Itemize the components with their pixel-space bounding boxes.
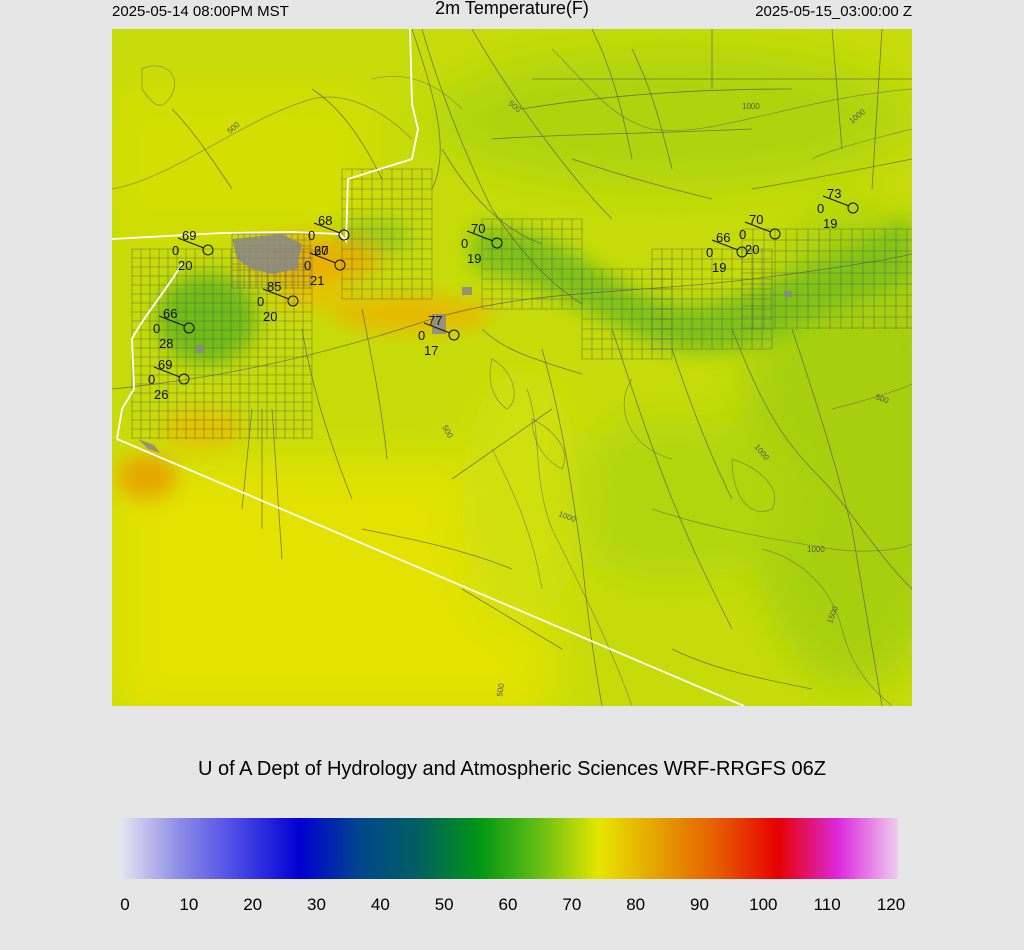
station-wind-speed: 0 bbox=[308, 228, 315, 243]
colorbar-tick-label: 80 bbox=[626, 895, 646, 914]
station-dewpoint: 28 bbox=[159, 336, 173, 351]
station-wind-speed: 0 bbox=[739, 227, 746, 242]
terrain-contours bbox=[112, 48, 912, 706]
wind-barb bbox=[158, 315, 186, 327]
station-temperature: 69 bbox=[158, 357, 172, 372]
colorbar-tick-labels: 0 10 20 30 40 50 60 70 80 90 100 110 120 bbox=[0, 895, 1024, 919]
station-dewpoint: 26 bbox=[154, 387, 168, 402]
model-credit: U of A Dept of Hydrology and Atmospheric… bbox=[197, 758, 827, 780]
station-dewpoint: 20 bbox=[745, 242, 759, 257]
station-dewpoint: 20 bbox=[263, 309, 277, 324]
station-dewpoint: 19 bbox=[712, 260, 726, 275]
station-temperature: 67 bbox=[314, 243, 328, 258]
station-wind-speed: 0 bbox=[304, 258, 311, 273]
station-wind-speed: 0 bbox=[461, 236, 468, 251]
station-circle bbox=[202, 244, 214, 256]
station-wind-speed: 0 bbox=[153, 321, 160, 336]
wind-barb bbox=[466, 230, 494, 242]
station-wind-speed: 0 bbox=[418, 328, 425, 343]
temperature-colorbar bbox=[120, 818, 898, 879]
station-dewpoint: 19 bbox=[467, 251, 481, 266]
station-dewpoint: 21 bbox=[310, 273, 324, 288]
station-circle bbox=[338, 229, 350, 241]
colorbar-tick-label: 110 bbox=[813, 895, 841, 914]
station-dewpoint: 20 bbox=[178, 258, 192, 273]
station-temperature: 69 bbox=[182, 228, 196, 243]
station-circle bbox=[287, 295, 299, 307]
station-plots: 6902068020670218502066028690267701770019… bbox=[148, 186, 859, 402]
station-circle bbox=[491, 237, 503, 249]
wind-barb bbox=[423, 322, 451, 334]
contour-label: 1000 bbox=[807, 545, 825, 554]
colorbar-tick-label: 90 bbox=[690, 895, 709, 914]
wind-barb bbox=[153, 366, 181, 378]
colorbar-tick-label: 70 bbox=[562, 895, 582, 914]
colorbar-tick-label: 120 bbox=[876, 895, 906, 914]
valid-time-local: 2025-05-14 08:00PM MST bbox=[112, 3, 289, 20]
station-dewpoint: 17 bbox=[424, 343, 438, 358]
contour-label: 1000 bbox=[742, 102, 760, 111]
wind-barb bbox=[177, 237, 205, 249]
colorbar-tick-label: 10 bbox=[179, 895, 199, 914]
colorbar-tick-label: 40 bbox=[370, 895, 390, 914]
station-temperature: 66 bbox=[163, 306, 177, 321]
station-temperature: 70 bbox=[749, 212, 763, 227]
wind-barb bbox=[711, 239, 739, 251]
wind-barb bbox=[313, 222, 341, 234]
station-temperature: 77 bbox=[428, 313, 442, 328]
valid-time-utc: 2025-05-15_03:00:00 Z bbox=[755, 3, 912, 20]
station-circle bbox=[448, 329, 460, 341]
station-temperature: 85 bbox=[267, 279, 281, 294]
map-title: 2m Temperature(F) bbox=[435, 0, 589, 18]
station-circle bbox=[178, 373, 190, 385]
station-circle bbox=[847, 202, 859, 214]
colorbar-tick-label: 50 bbox=[434, 895, 454, 914]
station-temperature: 73 bbox=[827, 186, 841, 201]
station-wind-speed: 0 bbox=[706, 245, 713, 260]
wind-barb bbox=[822, 195, 850, 207]
colorbar-tick-label: 30 bbox=[307, 895, 326, 914]
station-circle bbox=[736, 246, 748, 258]
temperature-map: 500 500 500 500 500 1000 1000 1000 1000 … bbox=[112, 29, 912, 706]
wind-barb bbox=[744, 221, 772, 233]
station-wind-speed: 0 bbox=[172, 243, 179, 258]
station-dewpoint: 20 bbox=[314, 243, 328, 258]
colorbar-tick-label: 20 bbox=[243, 895, 263, 914]
road-network bbox=[112, 29, 912, 706]
boundaries bbox=[112, 29, 745, 706]
station-dewpoint: 19 bbox=[823, 216, 837, 231]
contour-label: 500 bbox=[495, 682, 506, 697]
station-temperature: 68 bbox=[318, 213, 332, 228]
contour-label: 500 bbox=[874, 392, 890, 405]
colorbar-tick-label: 100 bbox=[749, 895, 778, 914]
station-temperature: 66 bbox=[716, 230, 730, 245]
station-wind-speed: 0 bbox=[257, 294, 264, 309]
station-wind-speed: 0 bbox=[148, 372, 155, 387]
station-temperature: 70 bbox=[471, 221, 485, 236]
station-circle bbox=[183, 322, 195, 334]
station-circle bbox=[334, 259, 346, 271]
colorbar-tick-label: 0 bbox=[120, 895, 130, 914]
wind-barb bbox=[309, 252, 337, 264]
station-circle bbox=[769, 228, 781, 240]
station-wind-speed: 0 bbox=[817, 201, 824, 216]
wind-barb bbox=[262, 288, 290, 300]
colorbar-tick-label: 60 bbox=[498, 895, 518, 914]
urban-areas bbox=[138, 234, 792, 453]
